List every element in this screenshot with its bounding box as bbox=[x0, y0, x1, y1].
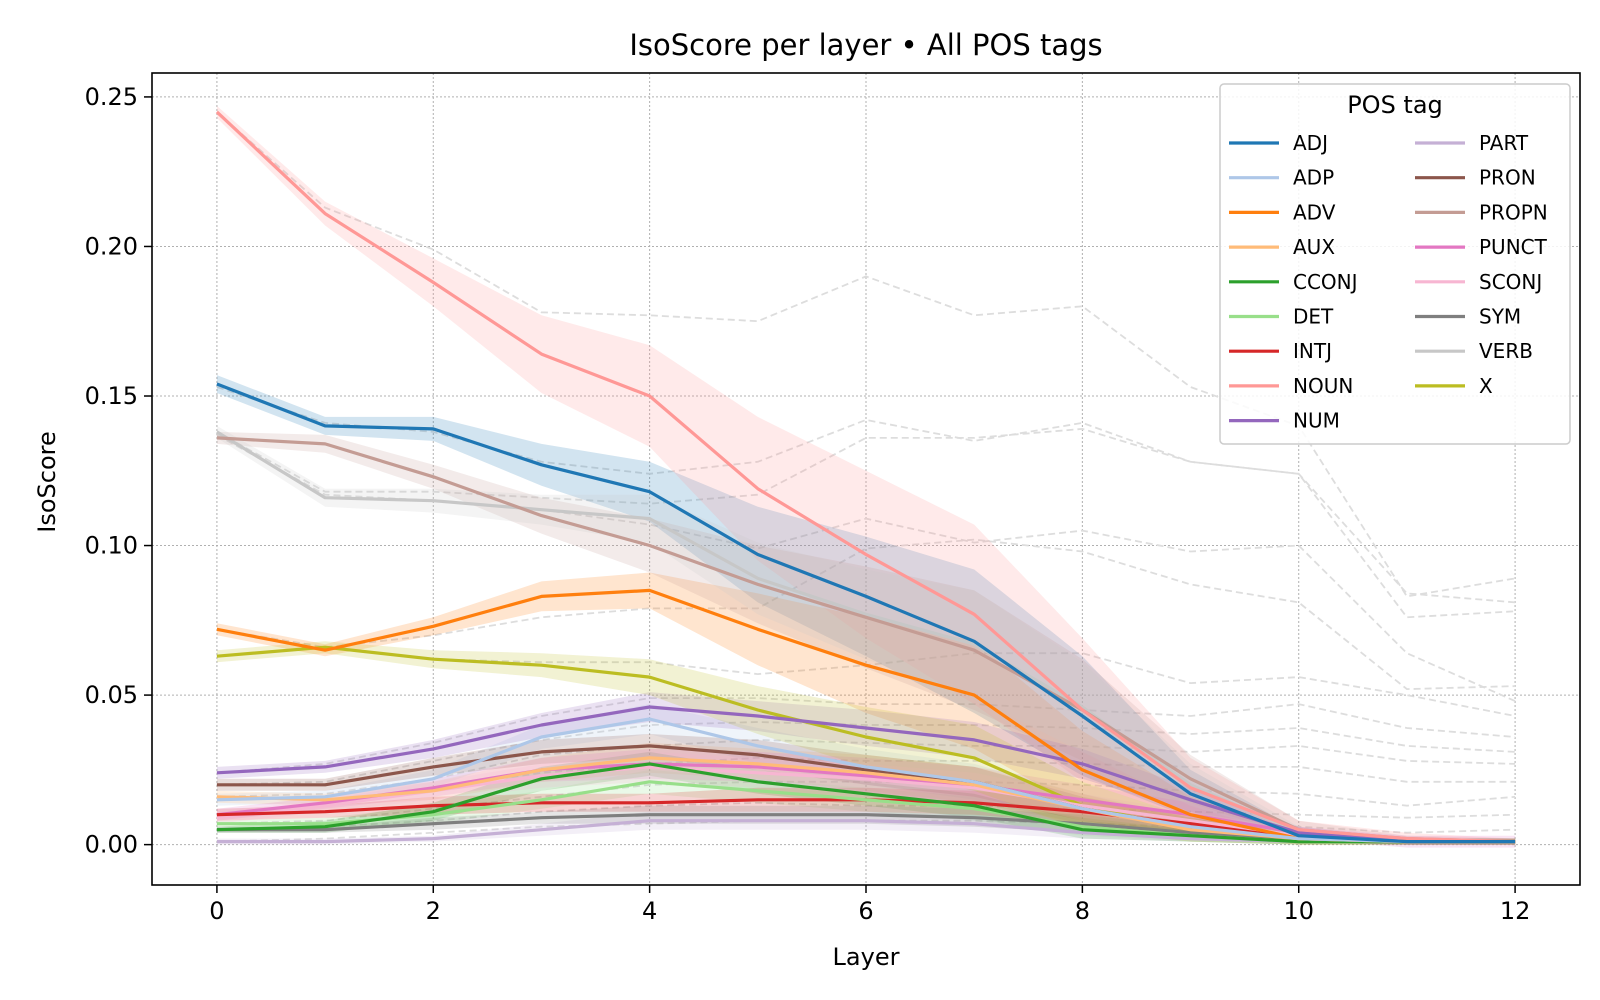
axes: 0 2 4 6 8 10 12 0.00 0.05 0.10 0.15 0.20 0.25 bbox=[85, 83, 1531, 925]
chart-title: IsoScore per layer • All POS tags bbox=[629, 28, 1102, 62]
series-lines bbox=[215, 110, 1516, 844]
legend-label-pron: PRON bbox=[1479, 166, 1536, 190]
x-tick-label: 10 bbox=[1283, 897, 1314, 925]
band-adv bbox=[216, 572, 1516, 845]
x-tick-label: 12 bbox=[1500, 897, 1531, 925]
legend-label-adp: ADP bbox=[1293, 166, 1334, 190]
legend-label-noun: NOUN bbox=[1293, 374, 1353, 398]
reference-dashed-line bbox=[216, 697, 1516, 774]
x-tick-label: 8 bbox=[1075, 897, 1090, 925]
y-tick-label: 0.20 bbox=[85, 232, 138, 260]
legend-label-aux: AUX bbox=[1293, 235, 1335, 259]
x-tick-label: 2 bbox=[426, 897, 441, 925]
reference-dashed-line bbox=[216, 756, 1516, 816]
legend-label-propn: PROPN bbox=[1479, 200, 1548, 224]
band-num bbox=[216, 692, 1516, 845]
y-tick-label: 0.15 bbox=[85, 382, 138, 410]
band-propn bbox=[216, 431, 1516, 845]
y-tick-label: 0.25 bbox=[85, 83, 138, 111]
y-tick-label: 0.05 bbox=[85, 681, 138, 709]
legend-label-adv: ADV bbox=[1293, 200, 1336, 224]
legend-label-adj: ADJ bbox=[1293, 131, 1328, 155]
band-det bbox=[216, 769, 1516, 845]
legend-label-x: X bbox=[1479, 374, 1493, 398]
legend-label-num: NUM bbox=[1293, 409, 1340, 433]
band-pron bbox=[216, 734, 1516, 845]
series-line-adp bbox=[216, 717, 1516, 844]
series-line-adj bbox=[216, 382, 1516, 844]
band-noun bbox=[216, 105, 1516, 845]
y-tick-label: 0.00 bbox=[85, 831, 138, 859]
reference-dashed-line bbox=[216, 738, 1516, 798]
legend: POS tag ADJ ADP ADV AUX CCONJ DET INTJ NOUN NUM P… bbox=[1219, 83, 1571, 445]
legend-label-punct: PUNCT bbox=[1479, 235, 1548, 259]
y-tick-label: 0.10 bbox=[85, 532, 138, 560]
legend-box bbox=[1219, 83, 1571, 445]
legend-label-verb: VERB bbox=[1479, 339, 1533, 363]
reference-dashed-line bbox=[216, 801, 1516, 831]
x-tick-label: 0 bbox=[209, 897, 224, 925]
reference-dashed-line bbox=[216, 780, 1516, 825]
series-line-num bbox=[216, 705, 1516, 844]
legend-label-sym: SYM bbox=[1479, 305, 1521, 329]
band-x bbox=[216, 641, 1516, 845]
band-verb bbox=[216, 425, 1516, 845]
reference-dashed-line bbox=[216, 427, 1516, 619]
legend-title: POS tag bbox=[1347, 91, 1443, 119]
y-axis-label: IsoScore bbox=[33, 431, 61, 532]
legend-label-sconj: SCONJ bbox=[1479, 270, 1542, 294]
series-line-noun bbox=[215, 110, 1516, 844]
x-tick-label: 6 bbox=[858, 897, 873, 925]
x-axis-label: Layer bbox=[833, 943, 900, 971]
reference-dashed-line bbox=[216, 721, 1516, 786]
series-line-cconj bbox=[216, 762, 1516, 844]
band-adj bbox=[216, 375, 1516, 845]
x-tick-label: 4 bbox=[642, 897, 657, 925]
legend-label-det: DET bbox=[1293, 305, 1334, 329]
legend-label-cconj: CCONJ bbox=[1293, 270, 1358, 294]
legend-label-part: PART bbox=[1479, 131, 1529, 155]
legend-label-intj: INTJ bbox=[1293, 339, 1332, 363]
